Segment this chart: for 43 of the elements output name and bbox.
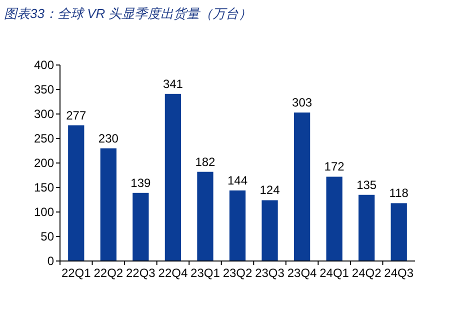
data-label: 139	[130, 176, 152, 190]
data-label: 118	[389, 186, 409, 200]
y-tick-label: 50	[40, 230, 54, 244]
x-tick-label: 24Q2	[352, 266, 382, 280]
bar	[262, 200, 278, 261]
y-tick-label: 100	[34, 205, 54, 219]
bar	[358, 194, 375, 261]
y-tick-label: 300	[34, 107, 54, 121]
bar	[294, 112, 310, 261]
x-tick-label: 23Q2	[222, 266, 252, 280]
data-label: 144	[227, 173, 248, 188]
bar	[132, 192, 149, 261]
y-tick-label: 200	[34, 156, 54, 170]
data-label: 182	[195, 154, 216, 169]
y-tick-label: 250	[34, 132, 54, 146]
y-tick-label: 150	[34, 180, 54, 194]
x-tick-label: 23Q4	[287, 266, 318, 280]
x-tick-label: 23Q1	[190, 266, 220, 280]
x-tick-label: 22Q3	[126, 266, 156, 280]
data-label: 124	[260, 183, 280, 198]
bar	[326, 176, 342, 261]
y-tick-label: 400	[34, 58, 54, 72]
y-tick-label: 0	[47, 254, 54, 268]
y-tick-label: 350	[34, 82, 54, 96]
data-label: 135	[356, 178, 377, 192]
bar	[390, 203, 407, 261]
x-tick-label: 22Q1	[61, 266, 92, 280]
bar	[100, 148, 116, 261]
bar	[164, 94, 182, 261]
bar	[229, 190, 246, 261]
x-tick-label: 24Q3	[384, 266, 414, 280]
bar	[68, 125, 84, 261]
data-label: 172	[324, 160, 345, 174]
x-tick-label: 23Q3	[255, 266, 285, 280]
data-label: 230	[98, 131, 119, 146]
bar	[197, 172, 214, 261]
data-label: 341	[162, 76, 184, 91]
data-label: 303	[292, 96, 312, 110]
x-tick-label: 22Q2	[94, 266, 124, 280]
chart-title: 图表33：全球 VR 头显季度出货量（万台）	[4, 6, 252, 21]
data-label: 277	[66, 108, 86, 122]
x-tick-label: 24Q1	[320, 266, 350, 280]
x-tick-label: 22Q4	[158, 266, 188, 280]
